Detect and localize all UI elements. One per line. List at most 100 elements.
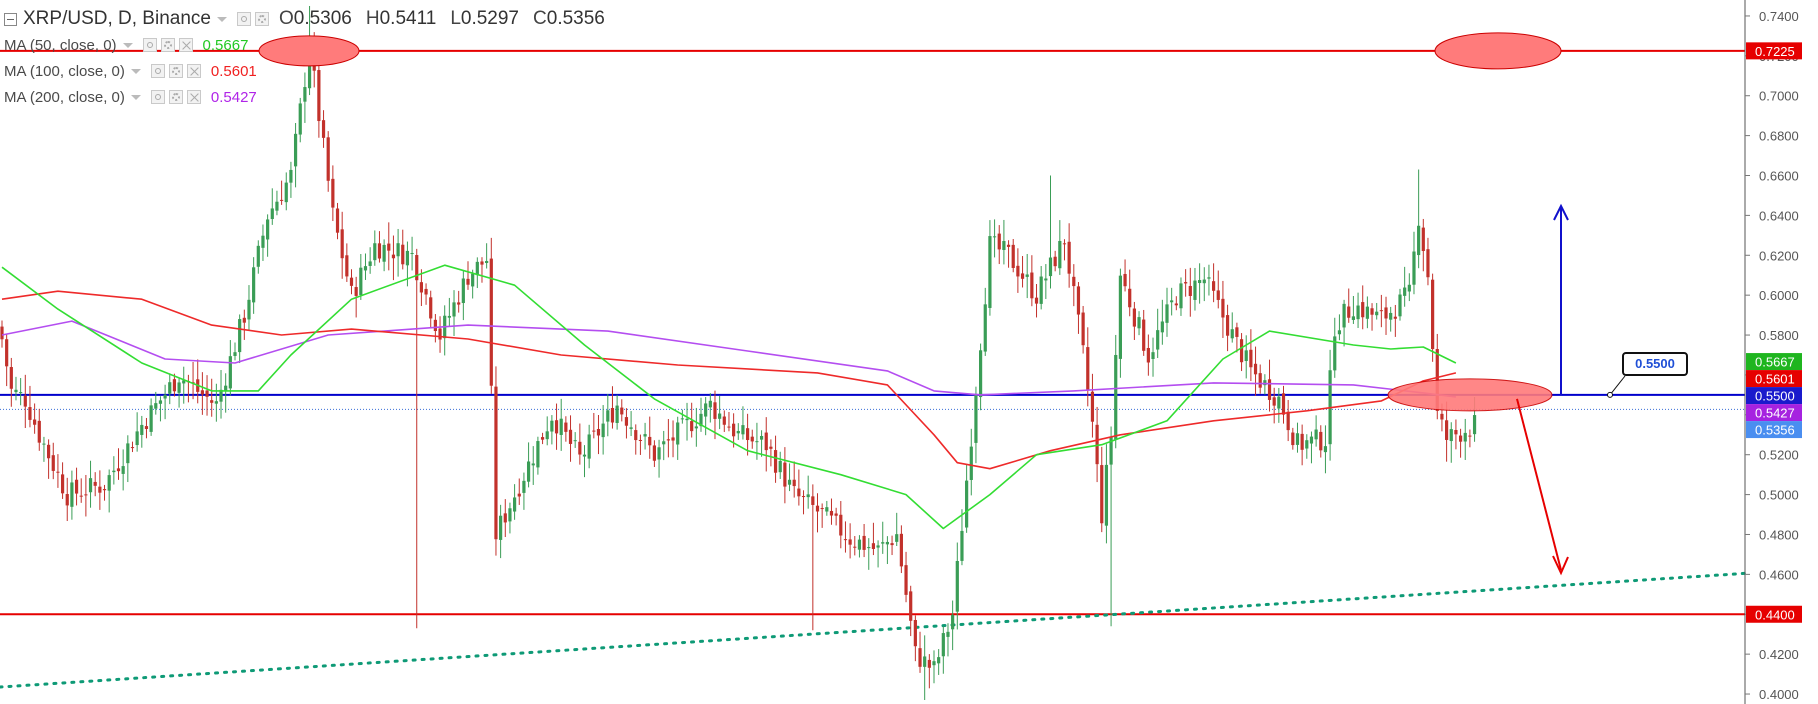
- eye-icon[interactable]: [236, 12, 251, 26]
- gear-icon[interactable]: [168, 64, 183, 78]
- candle-body-up: [867, 547, 871, 549]
- candle-body-up: [1398, 294, 1402, 317]
- collapse-icon[interactable]: [4, 12, 17, 26]
- arrow-down-line[interactable]: [1516, 398, 1562, 571]
- candle-body-down: [792, 479, 796, 487]
- price-annotation-callout[interactable]: 0.5500: [1622, 352, 1688, 376]
- gear-icon[interactable]: [254, 12, 269, 26]
- candle-body-up: [550, 420, 554, 432]
- candle-body-down: [1100, 465, 1104, 524]
- candle-body-down: [79, 495, 83, 497]
- candle-body-up: [1002, 241, 1006, 250]
- candle-body-up: [228, 356, 232, 389]
- candle-body-down: [610, 407, 615, 423]
- eye-icon[interactable]: [150, 64, 165, 78]
- candle-body-up: [559, 418, 563, 435]
- candle-body-down: [1011, 244, 1015, 268]
- candle-body-down: [377, 243, 382, 259]
- candle-body-up: [140, 424, 144, 435]
- ma50-line[interactable]: [1, 264, 1457, 530]
- indicator-row-ma50[interactable]: MA (50, close, 0) 0.5667: [4, 32, 609, 58]
- highlight-ellipse[interactable]: [1387, 378, 1553, 412]
- gear-icon[interactable]: [168, 90, 183, 104]
- candle-body-down: [116, 468, 121, 472]
- highlight-ellipse[interactable]: [1434, 32, 1562, 70]
- candle-body-up: [154, 403, 158, 409]
- candle-body-up: [992, 236, 997, 238]
- candle-body-up: [1263, 380, 1267, 386]
- candle-body-down: [1090, 391, 1095, 422]
- indicator-row-ma200[interactable]: MA (200, close, 0) 0.5427: [4, 84, 609, 110]
- close-icon[interactable]: [186, 90, 201, 104]
- candle-body-up: [163, 394, 167, 399]
- candle-body-down: [1235, 327, 1239, 337]
- candle-body-down: [1216, 290, 1220, 300]
- chevron-down-icon[interactable]: [122, 42, 133, 48]
- candle-body-up: [759, 435, 764, 440]
- candle-body-up: [1351, 316, 1355, 320]
- highlight-ellipse[interactable]: [258, 35, 360, 67]
- y-tick-label: 0.5000: [1759, 488, 1799, 503]
- candle-body-up: [1109, 437, 1113, 465]
- candle-body-up: [461, 278, 465, 304]
- price-label-text: 0.7225: [1755, 44, 1795, 59]
- candle-body-up: [1118, 275, 1122, 359]
- candle-body-up: [983, 304, 987, 352]
- candle-body-up: [974, 394, 978, 443]
- candle-body-up: [680, 418, 684, 420]
- candle-body-down: [899, 533, 903, 567]
- y-tick-label: 0.6200: [1759, 248, 1799, 263]
- price-label-tag: [1746, 353, 1802, 371]
- candle-body-up: [359, 267, 363, 296]
- low-value: 0.5297: [460, 8, 520, 29]
- candle-body-up: [676, 422, 680, 445]
- candle-body-up: [513, 497, 517, 512]
- candle-body-down: [345, 255, 349, 277]
- candle-body-up: [214, 401, 218, 404]
- candle-body-down: [340, 229, 344, 259]
- chevron-down-icon[interactable]: [130, 68, 141, 74]
- trendline-dotted[interactable]: [0, 571, 1747, 689]
- candle-body-down: [28, 407, 32, 420]
- indicator-label: MA (50, close, 0): [4, 36, 117, 54]
- chevron-down-icon[interactable]: [130, 94, 141, 100]
- price-label-tag: [1746, 42, 1802, 60]
- candle-body-down: [1184, 282, 1188, 284]
- candle-body-up: [1449, 429, 1453, 442]
- eye-icon[interactable]: [150, 90, 165, 104]
- close-label: C: [533, 8, 547, 29]
- candle-body-down: [65, 494, 69, 506]
- candle-body-up: [475, 261, 479, 276]
- candle-body-down: [1034, 297, 1039, 304]
- chevron-down-icon[interactable]: [216, 16, 227, 22]
- gear-icon[interactable]: [160, 38, 175, 52]
- candle-body-up: [932, 661, 936, 666]
- candle-body-down: [401, 244, 405, 265]
- candle-body-up: [708, 400, 712, 408]
- candle-body-up: [373, 243, 377, 261]
- candle-body-down: [47, 444, 51, 459]
- candle-body-up: [1058, 240, 1062, 269]
- candle-body-down: [326, 137, 330, 181]
- callout-pointer: [1609, 375, 1626, 396]
- candle-body-up: [615, 405, 619, 423]
- candle-body-down: [1384, 307, 1388, 319]
- close-icon[interactable]: [178, 38, 193, 52]
- candle-body-down: [564, 422, 568, 432]
- candle-body-down: [1249, 349, 1253, 368]
- candle-body-down: [1086, 347, 1090, 390]
- candle-body-up: [396, 243, 400, 257]
- indicator-row-ma100[interactable]: MA (100, close, 0) 0.5601: [4, 58, 609, 84]
- candle-body-down: [1426, 249, 1430, 278]
- ma100-line[interactable]: [1, 290, 1457, 470]
- candle-body-up: [718, 413, 722, 419]
- candle-body-up: [247, 299, 251, 320]
- candle-body-up: [881, 542, 885, 544]
- candle-body-down: [578, 441, 582, 455]
- ma200-line[interactable]: [1, 320, 1456, 398]
- candle-body-up: [363, 266, 368, 271]
- close-icon[interactable]: [186, 64, 201, 78]
- eye-icon[interactable]: [142, 38, 157, 52]
